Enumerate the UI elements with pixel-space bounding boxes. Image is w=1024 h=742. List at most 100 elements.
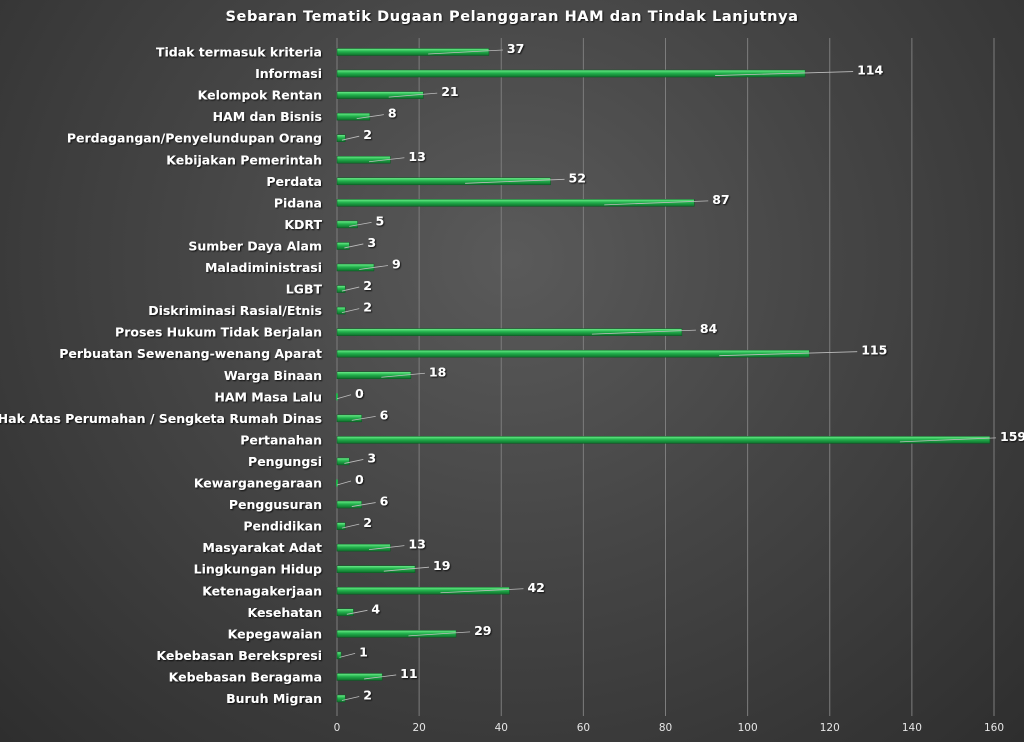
leader-line — [356, 114, 384, 120]
category-label: Hak Atas Perumahan / Sengketa Rumah Dina… — [0, 411, 322, 426]
bar — [336, 48, 490, 56]
data-label: 9 — [392, 257, 401, 272]
category-label: Warga Binaan — [224, 368, 322, 383]
bar — [336, 263, 375, 272]
leader-line — [344, 243, 364, 249]
category-label: KDRT — [284, 217, 322, 232]
data-label: 5 — [376, 213, 385, 228]
bar — [336, 69, 806, 78]
category-label: LGBT — [286, 282, 323, 297]
category-label: Buruh Migran — [226, 691, 322, 706]
bar — [336, 565, 416, 573]
x-tick-label: 160 — [984, 722, 1004, 734]
bar — [336, 543, 391, 552]
category-label: HAM dan Bisnis — [213, 109, 322, 124]
bar — [336, 328, 683, 336]
leader-line — [346, 609, 368, 615]
data-label: 19 — [433, 558, 450, 573]
category-label: Diskriminasi Rasial/Etnis — [148, 303, 322, 318]
x-tick-label: 40 — [495, 722, 508, 734]
category-labels: Tidak termasuk kriteria Informasi Kelompok… — [0, 45, 322, 707]
bar — [336, 587, 510, 595]
leader-line — [428, 49, 503, 55]
category-label: Pidana — [274, 195, 322, 210]
data-label: 0 — [355, 386, 364, 401]
leader-line — [604, 200, 709, 206]
x-tick-label: 120 — [820, 722, 840, 734]
leader-line — [344, 459, 364, 464]
data-label: 2 — [363, 278, 372, 293]
bar — [336, 522, 346, 530]
data-label: 114 — [857, 63, 883, 78]
leader-line — [388, 92, 438, 98]
gridlines — [336, 38, 995, 716]
bar — [336, 112, 371, 121]
bar — [336, 156, 391, 164]
data-label: 37 — [507, 41, 524, 56]
bar — [336, 414, 362, 423]
bar — [336, 91, 424, 99]
x-tick-label: 100 — [738, 722, 758, 734]
category-label: Perbuatan Sewenang-wenang Aparat — [59, 346, 322, 361]
category-label: Pengungsi — [248, 454, 322, 469]
data-label: 4 — [371, 601, 380, 616]
category-label: Lingkungan Hidup — [194, 562, 322, 577]
category-label: Pendidikan — [243, 519, 322, 534]
bar — [336, 306, 346, 315]
category-label: Proses Hukum Tidak Berjalan — [115, 325, 322, 340]
x-axis-ticks: 0 20 40 60 80 100 120 140 160 — [334, 722, 1004, 734]
category-label: Ketenagakerjaan — [202, 583, 322, 598]
leader-line — [339, 653, 356, 658]
leader-line — [349, 222, 372, 227]
bar — [336, 177, 551, 186]
bar — [336, 242, 350, 250]
data-label: 21 — [441, 84, 458, 99]
leader-line — [381, 372, 425, 378]
category-label: Tidak termasuk kriteria — [156, 45, 322, 60]
leader-line — [715, 71, 854, 76]
x-tick-label: 80 — [659, 722, 672, 734]
x-tick-label: 20 — [412, 722, 425, 734]
data-label: 52 — [569, 170, 586, 185]
bar — [336, 651, 342, 660]
category-label: Kelompok Rentan — [198, 88, 322, 103]
data-label: 2 — [363, 300, 372, 315]
leader-line — [368, 157, 405, 163]
x-tick-label: 0 — [334, 722, 341, 734]
data-label: 2 — [363, 127, 372, 142]
category-label: Kewarganegaraan — [194, 476, 322, 491]
category-label: Maladiministrasi — [205, 260, 322, 275]
data-label: 84 — [700, 321, 718, 336]
leader-line — [341, 286, 360, 292]
data-label: 2 — [363, 688, 372, 703]
leader-line — [359, 265, 389, 270]
leader-line — [351, 502, 376, 507]
bar — [336, 608, 354, 617]
leader-line — [368, 545, 405, 551]
leader-line — [351, 415, 376, 421]
bar — [336, 694, 346, 703]
bars — [336, 48, 991, 703]
bar — [336, 673, 383, 681]
leader-line — [383, 566, 430, 572]
x-tick-label: 140 — [902, 722, 922, 734]
bar — [336, 393, 338, 401]
leader-line — [364, 674, 397, 680]
data-label: 6 — [380, 407, 389, 422]
data-label: 2 — [363, 515, 372, 530]
leader-line — [341, 523, 360, 529]
data-label: 3 — [367, 235, 376, 250]
bar — [336, 630, 457, 638]
leader-line — [465, 178, 565, 184]
bar — [336, 199, 695, 207]
category-label: Perdata — [266, 174, 322, 189]
category-label: Kebebasan Beragama — [169, 669, 322, 684]
data-label: 13 — [408, 149, 425, 164]
category-label: Kesehatan — [247, 605, 322, 620]
leader-line — [440, 588, 524, 594]
bar — [336, 457, 350, 466]
leader-line — [591, 329, 696, 335]
data-label: 8 — [388, 106, 397, 121]
